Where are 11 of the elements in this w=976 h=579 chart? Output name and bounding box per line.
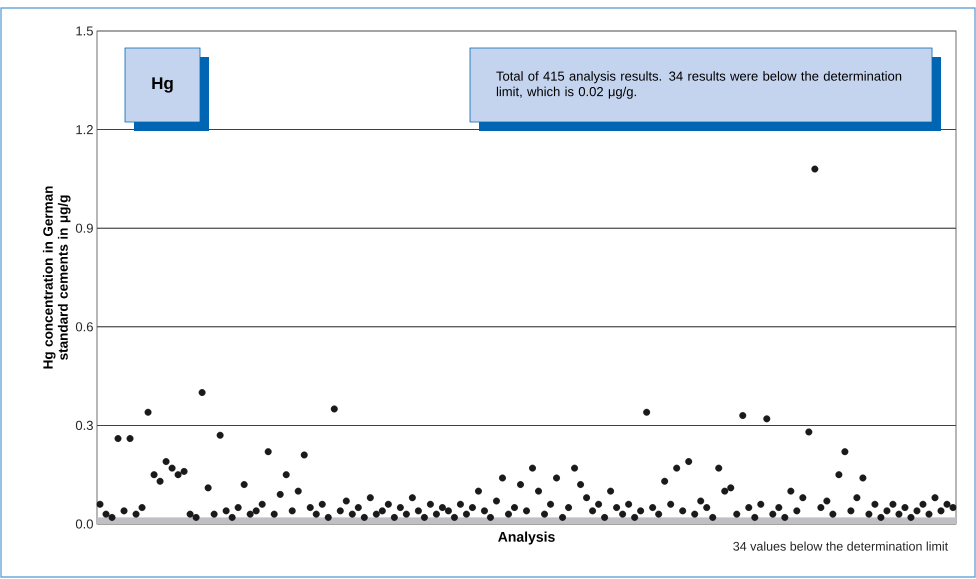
y-tick-label: 0.0 [76, 519, 93, 529]
y-tick-label: 0.9 [76, 224, 93, 233]
y-axis-title: Hg concentration in German standard cements in μg/g [42, 186, 71, 368]
y-tick-label: 0.6 [76, 322, 93, 332]
x-axis-title: Analysis [498, 532, 555, 545]
y-tick-label: 1.2 [76, 125, 93, 134]
annotation: Total of 415 analysis results. 34 results were below the determination limit, which is 0.02 μg/g. [496, 71, 902, 99]
y-tick-label: 0.3 [76, 420, 93, 430]
y-tick-label: 1.5 [76, 26, 93, 36]
annotation: Hg [152, 77, 173, 93]
band-label: 34 values below the determination limit [733, 542, 948, 551]
